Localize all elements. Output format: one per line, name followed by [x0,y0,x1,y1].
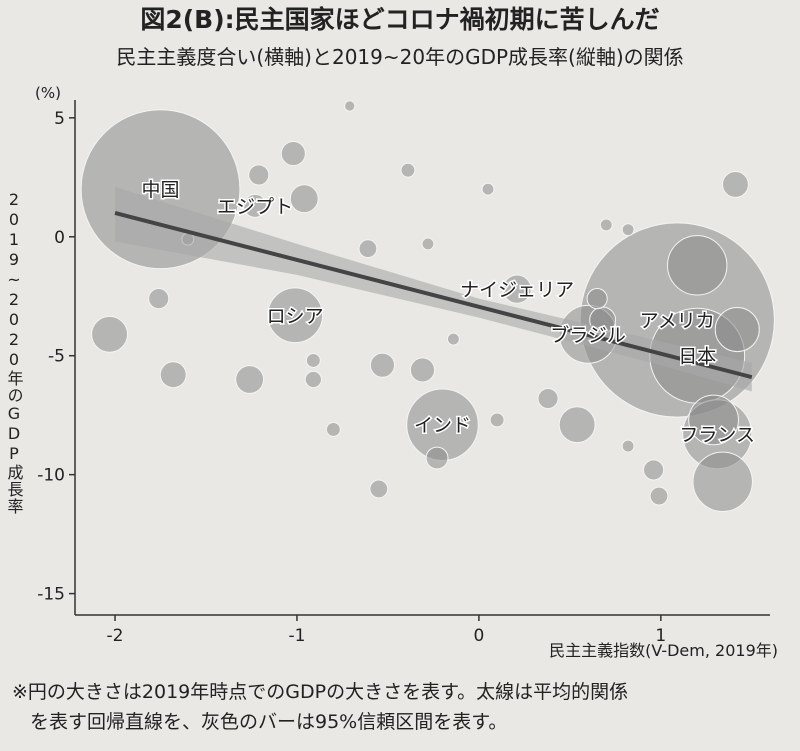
bubble [304,370,322,389]
bubble [344,100,356,112]
x-tick-label: -1 [288,626,305,646]
y-axis-label: 2019~2020年のGDP成長率 [5,190,24,515]
confidence-band [115,186,752,392]
x-tick-label: -2 [107,626,124,646]
chart-subtitle: 民主主義度合い(横軸)と2019~20年のGDP成長率(縦軸)の関係 [116,45,683,69]
bubble [409,357,436,383]
x-tick-label: 1 [655,626,666,646]
bubble-label: 中国 [142,179,180,201]
bubble [421,237,435,251]
bubble [358,239,378,259]
y-tick-label: -5 [48,347,65,367]
trend-line [114,211,753,380]
footnote: を表す回帰直線を、灰色のバーは95%信頼区間を表す。 [30,711,507,733]
bubble [688,394,739,446]
bubble [248,164,270,186]
bubble [425,446,449,470]
bubble [649,486,669,506]
x-tick-label: 0 [473,626,484,646]
bubble-label: 日本 [678,346,716,368]
bubble [692,451,753,512]
y-unit: (%) [35,84,61,102]
bubble [325,421,341,437]
bubble-label: エジプト [217,196,293,218]
bubble-label: ナイジェリア [460,279,574,301]
bubble [305,353,321,368]
bubble [148,288,170,310]
bubble [267,287,324,344]
bubble [481,182,495,196]
bubble [400,162,416,178]
bubble [91,315,129,353]
y-tick-label: 0 [54,228,65,248]
bubble [289,184,319,214]
bubble [369,352,396,378]
bubble [446,332,460,346]
bubble-label: アメリカ [640,310,715,332]
bubble [280,140,306,167]
bubble-label: インド [414,415,471,437]
y-tick-label: -10 [37,466,65,486]
bubble [721,171,749,198]
bubble [599,218,613,232]
bubble [537,387,559,410]
y-tick-label: -15 [37,585,65,605]
bubble [558,406,596,444]
bubble [667,235,728,296]
bubble [502,274,532,304]
bubble [642,459,665,481]
chart-title: 図2(B):民主国家ほどコロナ禍初期に苦しんだ [140,5,659,34]
bubble-label: ブラジル [550,323,626,346]
bubble [621,223,635,237]
bubble [369,479,389,499]
bubble [714,307,760,353]
bubble [489,412,505,428]
bubble [243,193,268,218]
bubble [621,439,635,453]
bubble-label: フランス [679,424,755,446]
bubble [159,361,187,389]
x-axis-label: 民主主義指数(V-Dem, 2019年) [549,641,778,660]
y-tick-label: 5 [54,109,65,129]
bubble-label: ロシア [267,305,324,327]
bubble [586,288,608,310]
bubble [235,365,265,394]
footnote: ※円の大きさは2019年時点でのGDPの大きさを表す。太線は平均的関係 [12,681,628,703]
